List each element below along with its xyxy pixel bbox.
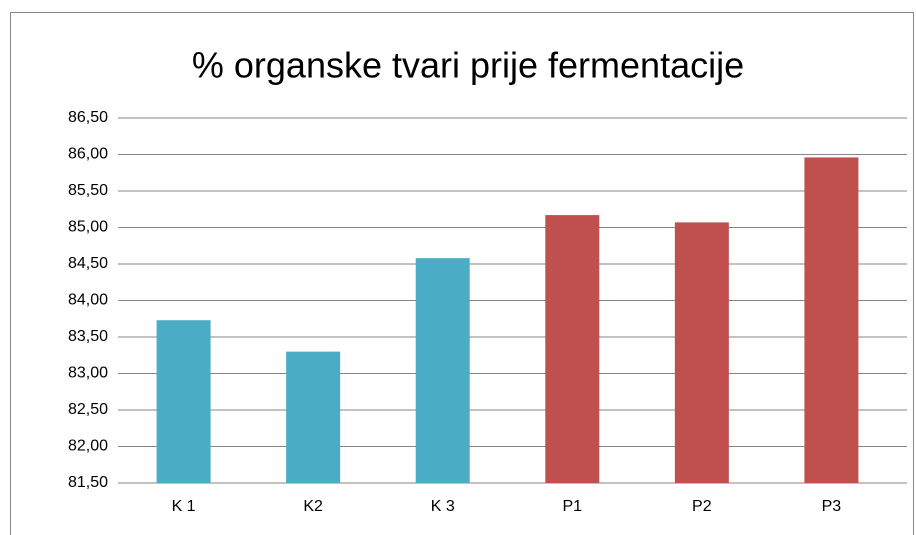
bar bbox=[674, 222, 729, 483]
y-tick-label: 85,50 bbox=[68, 182, 108, 199]
y-tick-label: 83,00 bbox=[68, 365, 108, 382]
bar bbox=[156, 320, 211, 483]
y-tick-label: 84,50 bbox=[68, 255, 108, 272]
x-tick-label: K2 bbox=[303, 498, 323, 515]
y-tick-label: 83,50 bbox=[68, 328, 108, 345]
y-tick-label: 82,00 bbox=[68, 438, 108, 455]
x-tick-label: K 3 bbox=[431, 498, 455, 515]
y-tick-label: 82,50 bbox=[68, 401, 108, 418]
x-tick-label: K 1 bbox=[172, 498, 196, 515]
y-tick-label: 85,00 bbox=[68, 219, 108, 236]
bar bbox=[286, 351, 341, 483]
bar bbox=[804, 157, 859, 484]
y-tick-label: 84,00 bbox=[68, 292, 108, 309]
x-tick-label: P2 bbox=[692, 498, 712, 515]
y-tick-label: 81,50 bbox=[68, 474, 108, 491]
y-tick-label: 86,00 bbox=[68, 146, 108, 163]
x-tick-label: P1 bbox=[562, 498, 582, 515]
x-tick-label: P3 bbox=[822, 498, 842, 515]
y-tick-label: 86,50 bbox=[68, 109, 108, 126]
bar bbox=[415, 258, 470, 483]
bar bbox=[545, 215, 600, 483]
chart-title: % organske tvari prije fermentacije bbox=[192, 45, 744, 86]
